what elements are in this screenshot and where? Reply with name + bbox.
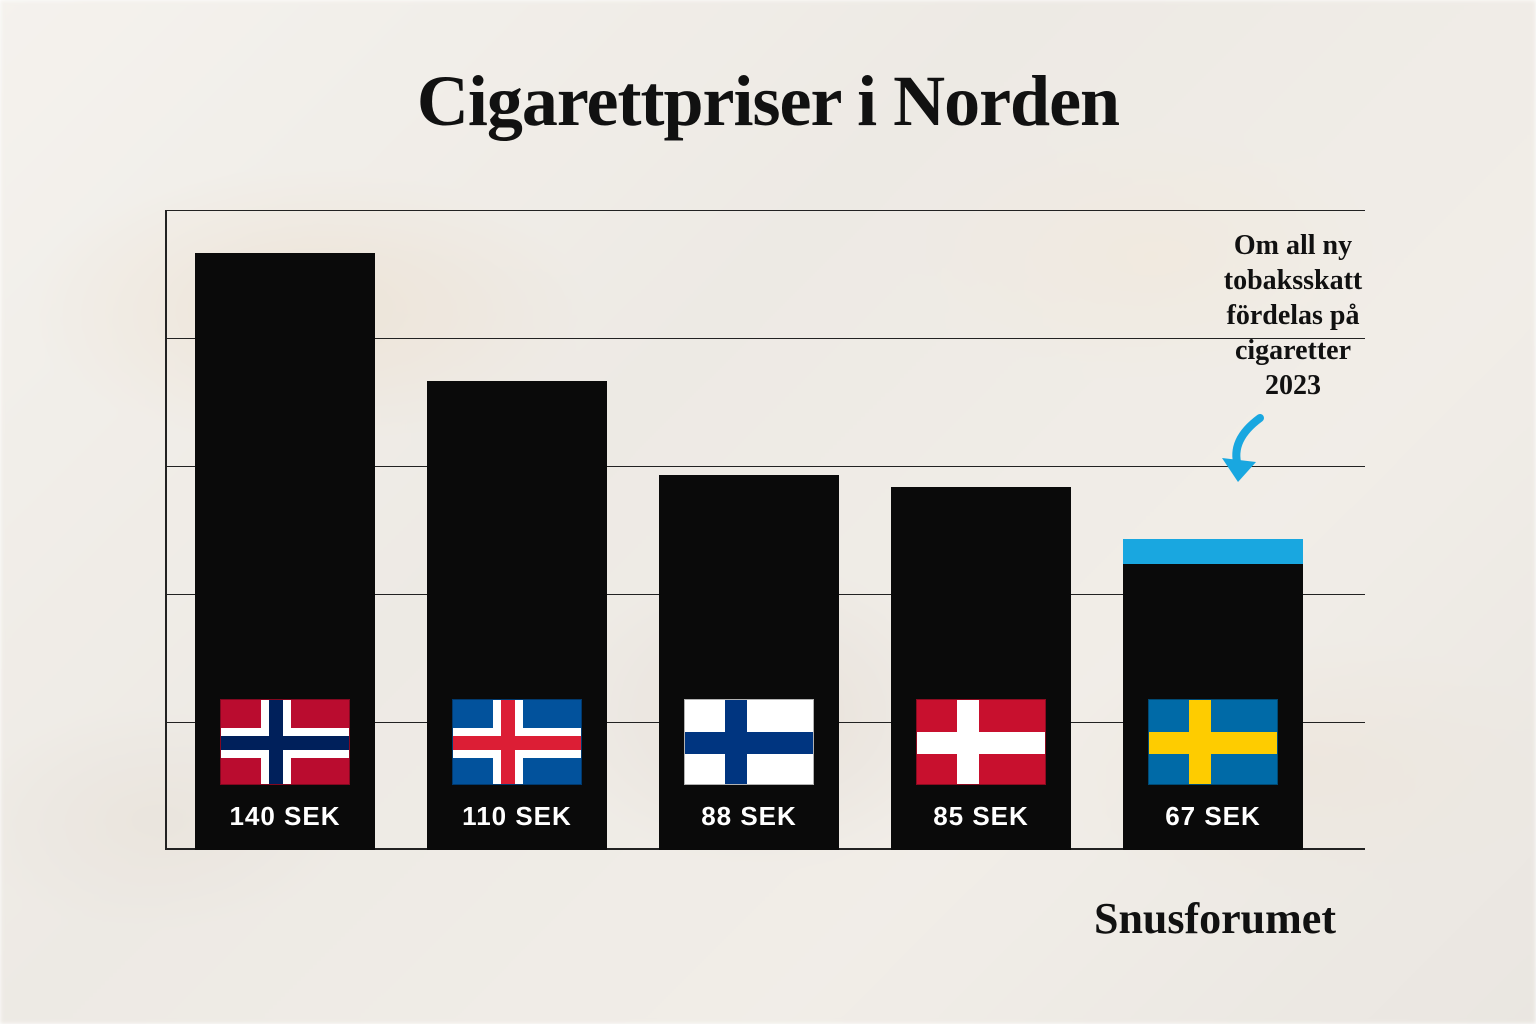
bar-body: 85 SEK	[891, 487, 1071, 850]
bar-body: 140 SEK	[195, 253, 375, 850]
bar-value-label: 88 SEK	[701, 801, 797, 832]
annotation-line: 2023	[1178, 368, 1408, 403]
bar-value-label: 110 SEK	[462, 801, 572, 832]
bar-iceland: 110 SEK	[427, 381, 607, 850]
annotation-line: Om all ny	[1178, 228, 1408, 263]
chart-title: Cigarettpriser i Norden	[0, 60, 1536, 143]
annotation-text: Om all nytobaksskattfördelas påcigarette…	[1178, 228, 1408, 403]
annotation-line: fördelas på	[1178, 298, 1408, 333]
flag-icon	[452, 699, 582, 785]
bar-finland: 88 SEK	[659, 475, 839, 850]
source-label: Snusforumet	[1094, 893, 1336, 944]
bar-overlay	[1123, 539, 1303, 565]
bar-body: 88 SEK	[659, 475, 839, 850]
bar-value-label: 140 SEK	[229, 801, 340, 832]
annotation-line: tobaksskatt	[1178, 263, 1408, 298]
content: Cigarettpriser i Norden 140 SEK 110 SEK 88…	[0, 0, 1536, 1024]
bar-denmark: 85 SEK	[891, 487, 1071, 850]
flag-icon	[1148, 699, 1278, 785]
flag-icon	[684, 699, 814, 785]
bar-value-label: 67 SEK	[1165, 801, 1261, 832]
bar-body: 67 SEK	[1123, 564, 1303, 850]
bar-sweden: 67 SEK	[1123, 539, 1303, 850]
flag-icon	[916, 699, 1046, 785]
arrow-icon	[1210, 410, 1280, 490]
flag-icon	[220, 699, 350, 785]
bar-value-label: 85 SEK	[933, 801, 1029, 832]
annotation-line: cigaretter	[1178, 333, 1408, 368]
bar-norway: 140 SEK	[195, 253, 375, 850]
bar-body: 110 SEK	[427, 381, 607, 850]
